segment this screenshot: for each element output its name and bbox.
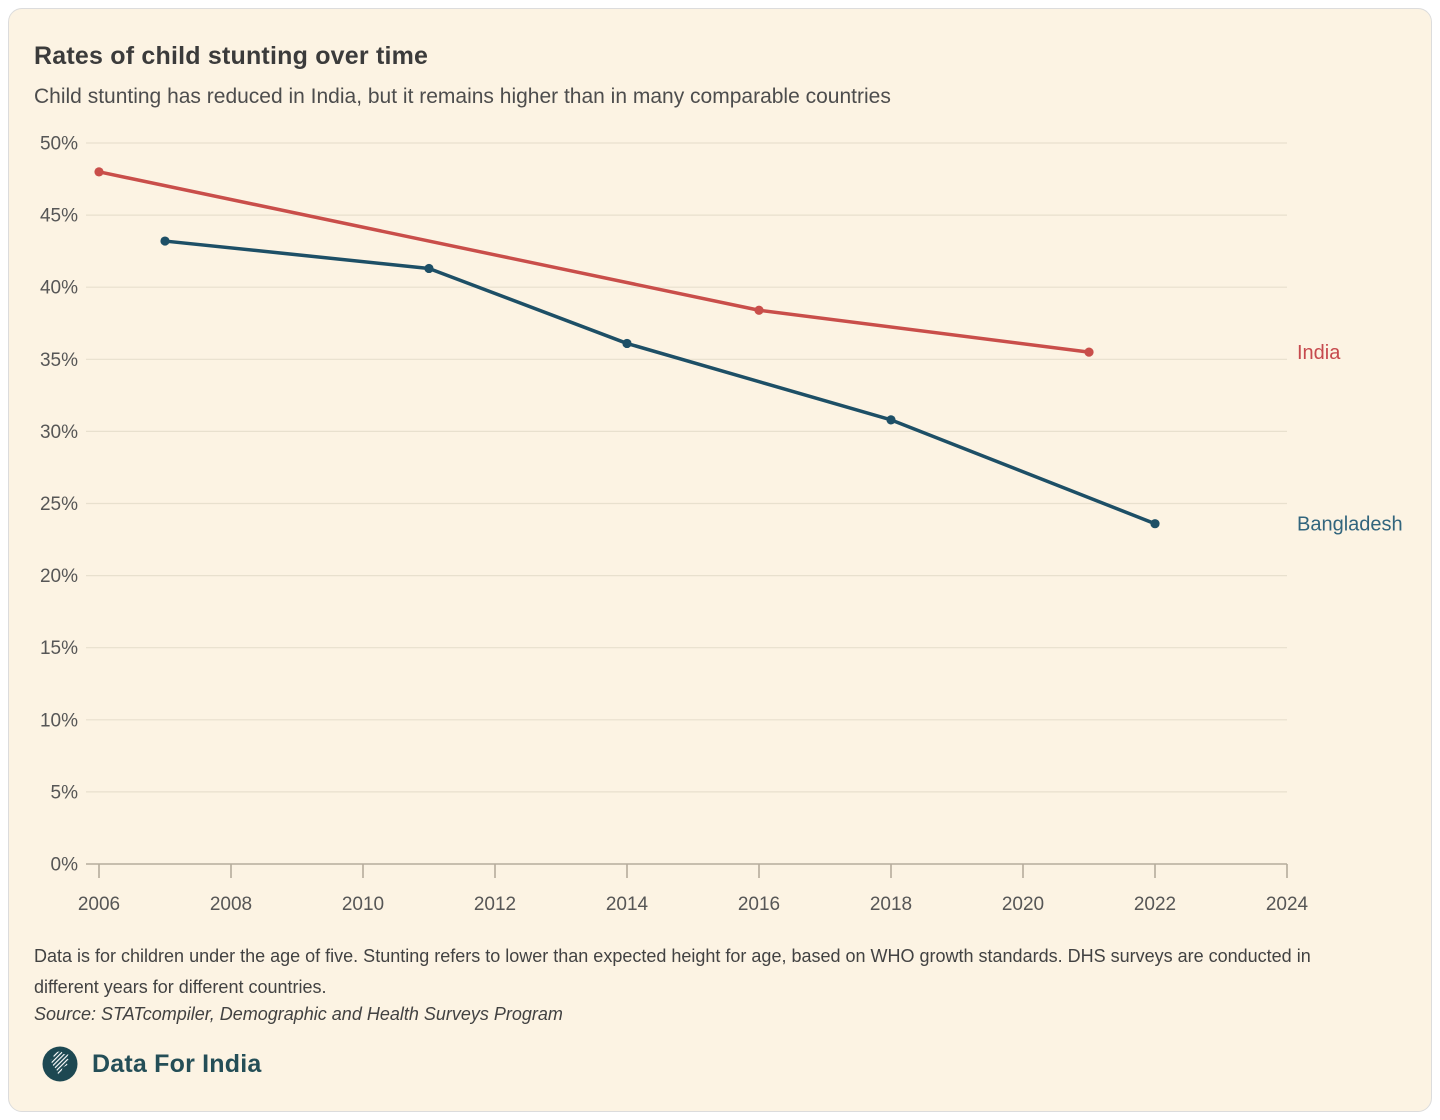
x-tick-label: 2008	[210, 894, 252, 915]
x-tick-label: 2014	[606, 894, 649, 915]
x-tick-label: 2018	[870, 894, 912, 915]
y-tick-label: 5%	[51, 782, 79, 803]
y-tick-label: 25%	[40, 494, 78, 515]
series-line-bangladesh	[163, 239, 1157, 526]
x-tick-label: 2020	[1002, 894, 1044, 915]
y-tick-label: 35%	[40, 350, 78, 371]
x-tick-label: 2012	[474, 894, 516, 915]
y-tick-label: 40%	[40, 278, 78, 299]
x-tick-label: 2016	[738, 894, 780, 915]
y-tick-label: 15%	[40, 638, 78, 659]
data-for-india-logo[interactable]: Data For India	[42, 1046, 262, 1082]
y-tick-label: 10%	[40, 710, 78, 731]
data-point-bangladesh	[160, 236, 170, 246]
y-tick-label: 20%	[40, 566, 78, 587]
data-point-bangladesh	[622, 338, 632, 349]
series-label-india: India	[1297, 342, 1341, 364]
data-point-india	[754, 305, 764, 315]
chart-subtitle: Child stunting has reduced in India, but…	[34, 85, 891, 108]
x-tick-label: 2006	[78, 894, 120, 915]
footnote-text: Data is for children under the age of fi…	[34, 946, 1311, 997]
chart-title: Rates of child stunting over time	[34, 42, 429, 70]
series-label-bangladesh: Bangladesh	[1297, 514, 1403, 536]
x-tick-label: 2010	[342, 894, 384, 915]
data-point-india	[94, 167, 104, 177]
source-text: Source: STATcompiler, Demographic and He…	[34, 1004, 563, 1024]
data-point-bangladesh	[1150, 519, 1160, 529]
data-for-india-wordmark: Data For India	[92, 1049, 262, 1078]
x-tick-label: 2024	[1266, 894, 1309, 915]
data-point-bangladesh	[886, 415, 896, 425]
y-tick-label: 45%	[40, 206, 78, 227]
x-tick-label: 2022	[1134, 894, 1176, 915]
data-point-bangladesh	[424, 263, 434, 274]
india-map-icon	[42, 1046, 78, 1082]
data-point-india	[1084, 347, 1094, 357]
y-tick-label: 50%	[40, 134, 78, 155]
chart-card	[8, 8, 1432, 1112]
series-line-india	[97, 170, 1091, 354]
y-tick-label: 30%	[40, 422, 78, 443]
y-tick-label: 0%	[51, 855, 79, 876]
